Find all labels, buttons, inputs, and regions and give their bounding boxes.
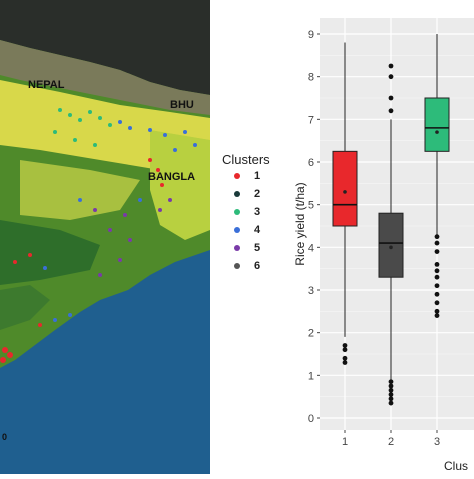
x-tick-label: 2 bbox=[388, 436, 394, 448]
legend-item-3: 3 bbox=[234, 203, 292, 221]
legend-rows: 1 2 3 4 5 6 bbox=[222, 167, 292, 275]
mean-point bbox=[389, 245, 393, 250]
legend-label: 4 bbox=[254, 224, 261, 236]
legend-item-1: 1 bbox=[234, 167, 292, 185]
map-scale-text: 0 bbox=[2, 432, 7, 442]
legend-dot bbox=[234, 173, 240, 179]
legend-label: 2 bbox=[254, 188, 261, 200]
cluster-points bbox=[0, 108, 197, 363]
outlier-point bbox=[388, 108, 394, 114]
x-axis-title: Clus bbox=[444, 459, 468, 473]
y-tick-label: 6 bbox=[308, 157, 314, 169]
x-tick-label: 1 bbox=[342, 436, 348, 448]
box-plot: 0 1 2 3 4 5 6 7 8 9 1 2 3 Rice yield (t/ha) Clus bbox=[292, 0, 474, 474]
map-graphic: NEPAL BHU BANGLA 0 bbox=[0, 0, 210, 474]
legend-item-2: 2 bbox=[234, 185, 292, 203]
outlier-point bbox=[342, 347, 348, 353]
outlier-point bbox=[342, 355, 348, 361]
outlier-point bbox=[388, 392, 394, 397]
box-plot-svg: 0 1 2 3 4 5 6 7 8 9 1 2 3 Rice yield (t/ha) Clus bbox=[293, 18, 474, 473]
y-tick-label: 8 bbox=[308, 72, 314, 84]
legend-title: Clusters bbox=[222, 152, 270, 167]
y-tick-label: 2 bbox=[308, 328, 314, 340]
outlier-point bbox=[388, 383, 394, 389]
legend-dot bbox=[234, 245, 240, 251]
outlier-point bbox=[434, 283, 440, 289]
outlier-point bbox=[388, 396, 394, 402]
outlier-point bbox=[434, 308, 440, 314]
y-tick-label: 3 bbox=[308, 285, 314, 297]
outlier-point bbox=[434, 300, 440, 306]
outlier-point bbox=[388, 400, 394, 406]
box-cluster-1 bbox=[332, 42, 358, 365]
y-tick-label: 4 bbox=[308, 242, 314, 254]
box-iqr bbox=[332, 150, 358, 227]
outlier-point bbox=[434, 234, 440, 240]
legend-dot bbox=[234, 263, 240, 269]
map-label-bangladesh: BANGLA bbox=[148, 171, 195, 183]
outlier-point bbox=[434, 240, 440, 246]
outlier-point bbox=[388, 74, 394, 80]
legend-label: 3 bbox=[254, 206, 261, 218]
y-tick-label: 7 bbox=[308, 114, 314, 126]
map-panel: NEPAL BHU BANGLA 0 bbox=[0, 0, 210, 474]
outlier-point bbox=[388, 95, 394, 101]
y-tick-label: 9 bbox=[308, 29, 314, 41]
outlier-point bbox=[388, 63, 394, 69]
legend-dot bbox=[234, 227, 240, 233]
box-iqr bbox=[378, 212, 404, 278]
mean-point bbox=[343, 190, 347, 194]
legend-label: 6 bbox=[254, 260, 261, 272]
legend: Clusters 1 2 3 4 5 6 bbox=[222, 152, 292, 275]
mean-point bbox=[435, 130, 439, 134]
outlier-point bbox=[342, 343, 348, 348]
outlier-point bbox=[342, 360, 348, 365]
legend-dot bbox=[234, 209, 240, 215]
outlier-point bbox=[434, 274, 440, 280]
y-tick-label: 0 bbox=[308, 413, 314, 425]
legend-item-4: 4 bbox=[234, 221, 292, 239]
outlier-point bbox=[388, 387, 394, 393]
x-tick-label: 3 bbox=[434, 436, 440, 448]
legend-label: 1 bbox=[254, 170, 261, 182]
legend-item-6: 6 bbox=[234, 257, 292, 275]
map-label-bhutan: BHU bbox=[170, 99, 194, 111]
outlier-point bbox=[434, 262, 440, 267]
y-tick-label: 1 bbox=[308, 370, 314, 382]
outlier-point bbox=[434, 268, 440, 274]
map-label-nepal: NEPAL bbox=[28, 79, 65, 91]
box-cluster-3 bbox=[424, 34, 450, 318]
box-cluster-2 bbox=[378, 63, 404, 406]
outlier-point bbox=[434, 291, 440, 297]
legend-label: 5 bbox=[254, 242, 261, 254]
legend-item-5: 5 bbox=[234, 239, 292, 257]
outlier-point bbox=[434, 249, 440, 255]
y-tick-label: 5 bbox=[308, 200, 314, 212]
y-axis-title: Rice yield (t/ha) bbox=[293, 182, 307, 265]
outlier-point bbox=[434, 313, 440, 318]
outlier-point bbox=[388, 379, 394, 385]
legend-dot bbox=[234, 191, 240, 197]
box-iqr bbox=[424, 97, 450, 152]
